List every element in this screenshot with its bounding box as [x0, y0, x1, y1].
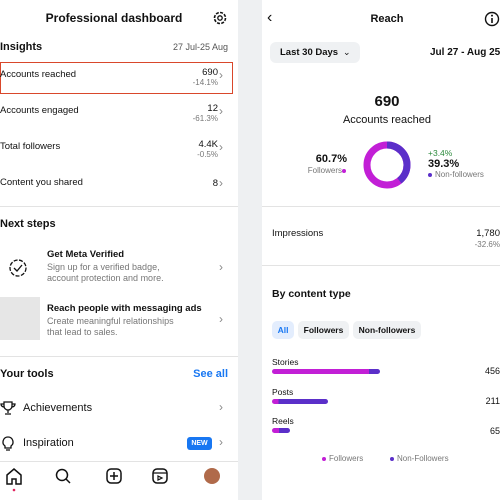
tab[interactable]: Non-followers — [353, 321, 421, 339]
impressions-change: -32.6% — [474, 240, 500, 249]
donut — [363, 141, 411, 189]
legend-dot — [428, 173, 432, 177]
settings-icon[interactable] — [212, 10, 228, 26]
reach-screen: ‹ Reach Last 30 Days ⌄ Jul 27 - Aug 25 6… — [262, 0, 500, 500]
verified-icon — [9, 259, 27, 277]
non-followers-change: +3.4% — [428, 148, 453, 158]
total-label: Accounts reached — [342, 114, 432, 126]
row-value: 8 — [212, 178, 218, 189]
tab[interactable]: All — [272, 321, 294, 339]
title: Reach — [370, 13, 404, 25]
chevron: › — [219, 400, 223, 414]
total: 690 — [374, 93, 400, 110]
highlight-box — [0, 62, 233, 94]
date-range: 27 Jul-25 Aug — [172, 42, 228, 52]
bulb-icon — [2, 436, 14, 451]
content-bar — [272, 369, 380, 374]
info-icon[interactable] — [484, 11, 500, 27]
row-label[interactable]: Accounts engaged — [0, 105, 79, 116]
row-label[interactable]: Accounts reached — [0, 69, 77, 80]
divider — [262, 265, 500, 266]
chevron: › — [219, 104, 223, 118]
chevron: › — [219, 140, 223, 154]
non-followers-label: Non-followers — [435, 170, 484, 179]
row-label: Stories — [272, 357, 299, 367]
row-label: Posts — [272, 387, 294, 397]
row-value: 211 — [485, 396, 500, 406]
divider — [0, 206, 238, 207]
row-value: 690 — [202, 67, 218, 78]
ad-thumbnail — [0, 297, 40, 340]
section-heading: Next steps — [0, 218, 56, 230]
row-change: -0.5% — [197, 150, 218, 159]
divider — [0, 356, 238, 357]
back-button[interactable]: ‹ — [267, 9, 273, 26]
content-bar — [272, 399, 328, 404]
row-label[interactable]: Total followers — [0, 141, 61, 152]
legend-label: Non-Followers — [397, 454, 449, 463]
step-title[interactable]: Get Meta Verified — [47, 249, 125, 260]
chevron: › — [219, 435, 223, 449]
content-bar — [272, 428, 290, 433]
step-description: that lead to sales. — [47, 327, 118, 337]
legend-dot — [390, 457, 394, 461]
section-heading: Insights — [0, 41, 43, 53]
legend-dot — [342, 169, 346, 173]
bottom-nav — [6, 468, 220, 492]
tab[interactable]: Followers — [298, 321, 349, 339]
see-all-link[interactable]: See all — [193, 368, 228, 380]
dropdown-caret: ⌄ — [343, 47, 351, 57]
row-value: 65 — [489, 426, 500, 436]
new-badge: NEW — [187, 437, 212, 450]
divider — [0, 461, 238, 462]
period: Last 30 Days — [280, 47, 339, 58]
step-description: account protection and more. — [47, 273, 164, 283]
title: Professional dashboard — [45, 11, 183, 25]
row-change: -61.3% — [192, 114, 218, 123]
dashboard-screen: Professional dashboard Insights 27 Jul-2… — [0, 0, 238, 500]
chevron: › — [219, 68, 223, 82]
row-value: 456 — [484, 366, 500, 376]
impressions-value: 1,780 — [476, 228, 500, 239]
non-followers-percent: 39.3% — [428, 158, 460, 170]
legend-label: Followers — [329, 454, 364, 463]
tool-label[interactable]: Inspiration — [23, 437, 74, 449]
row-label: Reels — [272, 416, 294, 426]
followers-percent: 60.7% — [315, 153, 347, 165]
chevron: › — [219, 260, 223, 274]
tool-label[interactable]: Achievements — [23, 402, 93, 414]
date-range: Jul 27 - Aug 25 — [430, 47, 500, 58]
section-heading: Your tools — [0, 368, 54, 380]
row-value: 12 — [207, 103, 218, 114]
section-heading: By content type — [272, 288, 351, 300]
legend-dot — [322, 457, 326, 461]
row-label[interactable]: Content you shared — [0, 177, 83, 188]
followers-label: Followers — [307, 166, 342, 175]
trophy-icon — [0, 401, 16, 415]
row-change: -14.1% — [192, 78, 218, 87]
period-dropdown[interactable] — [270, 42, 360, 63]
divider — [262, 206, 500, 207]
step-description: Create meaningful relationships — [47, 316, 174, 326]
step-title[interactable]: Reach people with messaging ads — [47, 303, 202, 314]
impressions-label: Impressions — [272, 228, 324, 239]
row-value: 4.4K — [198, 139, 218, 150]
chevron: › — [219, 312, 223, 326]
chevron: › — [219, 176, 223, 190]
step-description: Sign up for a verified badge, — [47, 262, 160, 272]
